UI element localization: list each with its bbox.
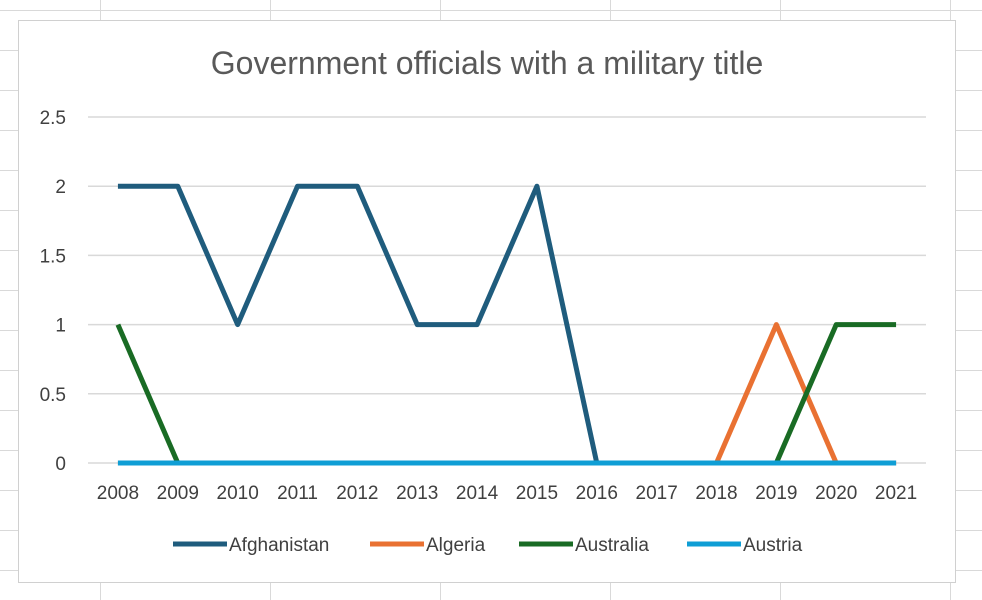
series-lines [115,183,897,466]
x-tick-label: 2011 [277,483,318,504]
y-tick-label: 0 [55,454,66,475]
y-tick-label: 1 [55,316,66,337]
y-tick-label: 1.5 [40,246,66,267]
x-tick-label: 2019 [755,483,797,504]
legend: Afghanistan Algeria Australia Austria [173,535,803,556]
x-axis-tick-labels: 2008 2009 2010 2011 2012 2013 2014 2015 2016 2017… [97,483,917,504]
x-tick-label: 2009 [157,483,199,504]
legend-label-algeria: Algeria [426,535,486,556]
y-tick-label: 2.5 [40,108,66,129]
x-tick-label: 2017 [636,483,678,504]
x-tick-label: 2015 [516,483,558,504]
x-tick-label: 2021 [875,483,917,504]
x-tick-label: 2012 [336,483,378,504]
x-tick-label: 2010 [217,483,259,504]
legend-label-austria: Austria [743,535,803,556]
x-tick-label: 2016 [576,483,618,504]
y-axis-tick-labels: 0 0.5 1 1.5 2 2.5 [40,108,66,475]
x-tick-label: 2008 [97,483,139,504]
y-tick-label: 2 [55,177,66,198]
chart-title: Government officials with a military tit… [211,45,763,81]
x-tick-label: 2018 [695,483,737,504]
x-tick-label: 2020 [815,483,857,504]
x-tick-label: 2014 [456,483,499,504]
legend-label-australia: Australia [575,535,649,556]
x-tick-label: 2013 [396,483,438,504]
legend-label-afghanistan: Afghanistan [229,535,329,556]
y-tick-label: 0.5 [40,385,66,406]
